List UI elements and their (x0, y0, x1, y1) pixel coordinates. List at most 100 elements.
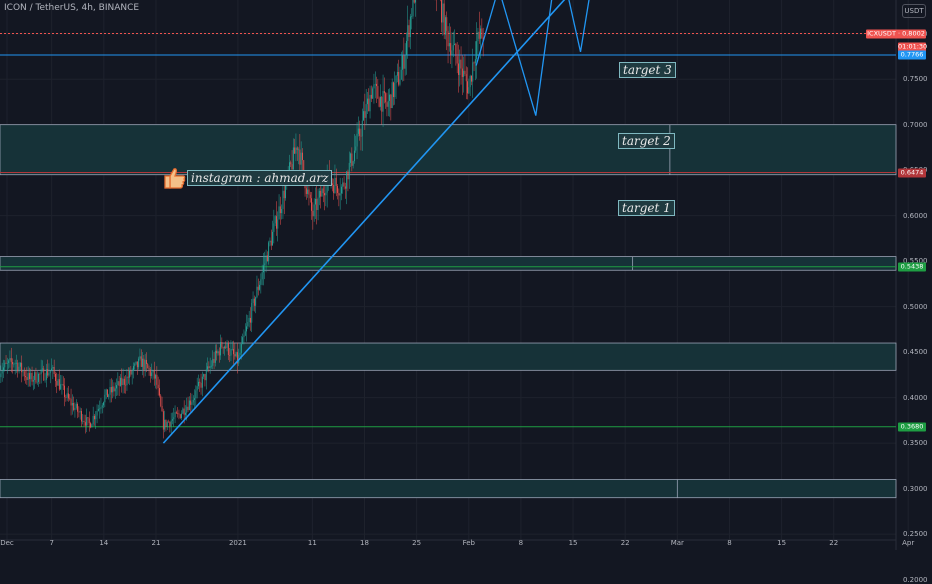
candle-body (88, 417, 89, 418)
price-tag: 0.5438 (898, 262, 926, 271)
candle-body (197, 386, 198, 390)
candle-body (16, 363, 17, 364)
candle-body (94, 416, 95, 419)
candle-body (296, 148, 297, 154)
candle-body (294, 147, 295, 153)
candle-body (78, 412, 79, 413)
candle-body (215, 351, 216, 363)
candle-body (85, 422, 86, 425)
candle-body (207, 366, 208, 369)
time-tick-label: Dec (0, 539, 14, 547)
candle-body (355, 147, 356, 151)
candle-body (50, 371, 51, 373)
candle-body (140, 356, 141, 358)
candle-body (463, 71, 464, 77)
candle-body (8, 360, 9, 363)
candle-body (242, 337, 243, 344)
candle-body (11, 358, 12, 362)
candle-body (249, 318, 250, 322)
candle-body (119, 381, 120, 386)
candle-body (116, 385, 117, 388)
candle-body (185, 413, 186, 415)
candle-body (297, 148, 298, 150)
candle-body (23, 371, 24, 372)
candle-body (20, 363, 21, 367)
candle-body (405, 55, 406, 68)
candle-body (351, 154, 352, 166)
price-tag: 0.7766 (898, 50, 926, 59)
candle-body (56, 381, 57, 386)
candle-body (13, 364, 14, 365)
candle-body (241, 344, 242, 353)
candle-body (293, 147, 294, 169)
target-3-label[interactable]: target 3 (619, 62, 676, 78)
candle-body (153, 370, 154, 372)
candle-body (117, 381, 118, 385)
target-2-label[interactable]: target 2 (618, 133, 675, 149)
candle-body (141, 356, 142, 366)
candle-body (98, 409, 99, 411)
candle-body (315, 199, 316, 205)
candle-body (164, 420, 165, 430)
candle-body (266, 255, 267, 263)
candle-body (162, 406, 163, 411)
candle-body (163, 411, 164, 429)
candle-body (227, 343, 228, 348)
candle-body (101, 407, 102, 408)
candle-body (172, 419, 173, 420)
candle-body (47, 369, 48, 375)
candle-body (175, 412, 176, 417)
candle-body (147, 364, 148, 368)
candle-body (63, 384, 64, 385)
candle-body (481, 29, 482, 39)
candle-body (480, 29, 481, 39)
candle-body (12, 362, 13, 364)
candle-body (268, 242, 269, 261)
candle-body (76, 404, 77, 408)
candle-body (348, 171, 349, 179)
candle-body (453, 45, 454, 50)
candle-body (97, 411, 98, 416)
candle-body (52, 367, 53, 368)
candle-body (120, 378, 121, 386)
price-tick-label: 0.2000 (903, 576, 928, 584)
candle-body (15, 363, 16, 364)
zone-zone-0.45 (0, 343, 896, 370)
instagram-note[interactable]: instagram : ahmad.arz (187, 170, 332, 186)
price-tag: 0.6474 (898, 168, 926, 177)
candle-body (340, 193, 341, 195)
candle-body (21, 363, 22, 372)
currency-badge[interactable]: USDT (902, 4, 926, 18)
candle-body (478, 32, 479, 41)
candle-body (93, 416, 94, 424)
candle-body (283, 191, 284, 209)
time-tick-label: 15 (569, 539, 578, 547)
time-tick-label: 14 (99, 539, 108, 547)
candle-body (446, 17, 447, 31)
candle-body (455, 44, 456, 56)
candle-body (143, 359, 144, 370)
candle-body (461, 60, 462, 69)
candle-body (276, 216, 277, 229)
candle-body (72, 403, 73, 405)
target-1-label[interactable]: target 1 (618, 200, 675, 216)
candle-body (173, 417, 174, 419)
candle-body (189, 401, 190, 410)
candle-body (223, 347, 224, 348)
candle-body (457, 56, 458, 63)
candle-body (233, 349, 234, 354)
candle-body (55, 374, 56, 381)
candle-body (364, 111, 365, 118)
price-chart[interactable] (0, 0, 932, 550)
candle-body (231, 349, 232, 355)
time-tick-label: 22 (621, 539, 630, 547)
candle-body (203, 374, 204, 377)
candle-body (219, 351, 220, 355)
candle-body (3, 367, 4, 371)
candle-body (448, 31, 449, 46)
price-tick-label: 0.6000 (903, 212, 928, 220)
candle-body (363, 111, 364, 121)
candle-body (205, 374, 206, 380)
candle-body (322, 188, 323, 196)
price-tick-label: 0.4000 (903, 394, 928, 402)
